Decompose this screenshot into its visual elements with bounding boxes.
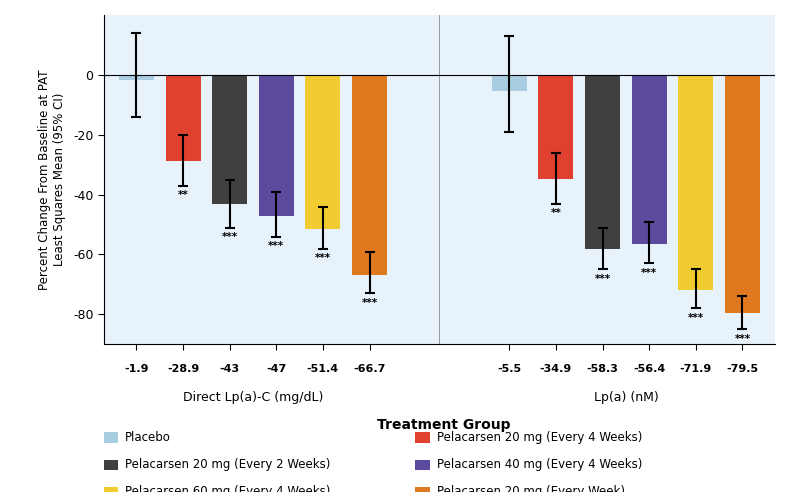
Bar <box>492 75 527 91</box>
Text: ***: *** <box>221 232 238 242</box>
Text: ***: *** <box>688 313 704 323</box>
Text: Pelacarsen 20 mg (Every Week): Pelacarsen 20 mg (Every Week) <box>437 486 625 492</box>
Y-axis label: Percent Change From Baseline at PAT
Least Squares Mean (95% CI): Percent Change From Baseline at PAT Leas… <box>38 69 66 290</box>
Text: -51.4: -51.4 <box>307 364 339 374</box>
Text: Pelacarsen 20 mg (Every 4 Weeks): Pelacarsen 20 mg (Every 4 Weeks) <box>437 431 642 444</box>
Text: -71.9: -71.9 <box>680 364 712 374</box>
Text: -79.5: -79.5 <box>726 364 758 374</box>
Text: ***: *** <box>734 334 750 344</box>
Text: -47: -47 <box>266 364 287 374</box>
Text: -34.9: -34.9 <box>540 364 572 374</box>
Bar <box>539 75 574 179</box>
Text: -58.3: -58.3 <box>586 364 618 374</box>
Bar <box>678 75 714 290</box>
Bar <box>305 75 340 229</box>
Text: -66.7: -66.7 <box>353 364 386 374</box>
Text: ***: *** <box>594 274 610 284</box>
Bar <box>632 75 666 244</box>
Bar <box>585 75 620 249</box>
Text: -43: -43 <box>220 364 240 374</box>
Bar <box>725 75 760 313</box>
Text: **: ** <box>551 208 562 218</box>
Text: ***: *** <box>361 298 378 308</box>
Text: Direct Lp(a)-C (mg/dL): Direct Lp(a)-C (mg/dL) <box>183 391 324 404</box>
Text: Pelacarsen 20 mg (Every 2 Weeks): Pelacarsen 20 mg (Every 2 Weeks) <box>125 459 331 471</box>
Bar <box>213 75 247 204</box>
Text: -28.9: -28.9 <box>167 364 199 374</box>
Bar <box>119 75 154 80</box>
Text: Pelacarsen 60 mg (Every 4 Weeks): Pelacarsen 60 mg (Every 4 Weeks) <box>125 486 331 492</box>
Text: -5.5: -5.5 <box>497 364 522 374</box>
Bar <box>165 75 201 161</box>
Text: Placebo: Placebo <box>125 431 171 444</box>
Text: -1.9: -1.9 <box>125 364 149 374</box>
Text: Lp(a) (nM): Lp(a) (nM) <box>594 391 658 404</box>
Bar <box>259 75 294 215</box>
Text: -56.4: -56.4 <box>633 364 666 374</box>
Bar <box>352 75 387 275</box>
Text: ***: *** <box>268 241 284 251</box>
Text: Treatment Group: Treatment Group <box>376 418 511 432</box>
Text: **: ** <box>177 190 189 200</box>
Text: Pelacarsen 40 mg (Every 4 Weeks): Pelacarsen 40 mg (Every 4 Weeks) <box>437 459 642 471</box>
Text: ***: *** <box>315 253 331 263</box>
Text: ***: *** <box>641 268 658 278</box>
